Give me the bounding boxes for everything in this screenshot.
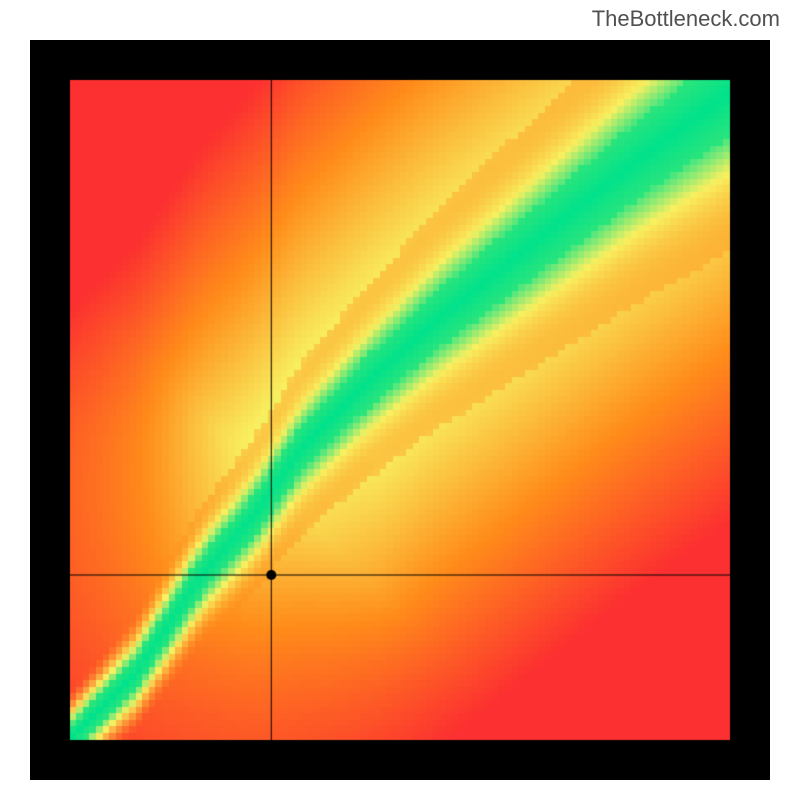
attribution-text: TheBottleneck.com [592,6,780,32]
chart-container: TheBottleneck.com [0,0,800,800]
bottleneck-heatmap [30,40,770,780]
